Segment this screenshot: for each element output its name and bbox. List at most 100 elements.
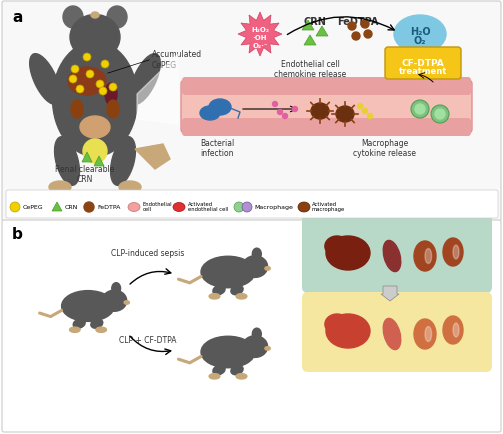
Circle shape xyxy=(83,140,107,164)
Ellipse shape xyxy=(298,203,310,213)
Circle shape xyxy=(71,66,79,74)
Circle shape xyxy=(84,203,94,213)
Ellipse shape xyxy=(326,237,370,270)
Ellipse shape xyxy=(49,181,71,194)
Ellipse shape xyxy=(253,329,261,340)
Circle shape xyxy=(278,110,283,115)
Text: CLP + CF-DTPA: CLP + CF-DTPA xyxy=(119,335,177,344)
FancyBboxPatch shape xyxy=(182,78,471,96)
FancyBboxPatch shape xyxy=(302,214,492,293)
Ellipse shape xyxy=(236,374,247,379)
Text: CePEG: CePEG xyxy=(23,205,44,210)
Ellipse shape xyxy=(242,256,268,278)
Circle shape xyxy=(96,81,104,89)
Text: Accumulated
CePEG: Accumulated CePEG xyxy=(152,50,202,69)
Polygon shape xyxy=(135,145,170,170)
Ellipse shape xyxy=(325,314,349,335)
Circle shape xyxy=(431,106,449,124)
Polygon shape xyxy=(137,55,178,125)
Ellipse shape xyxy=(61,291,114,322)
Circle shape xyxy=(363,109,368,114)
Ellipse shape xyxy=(112,283,121,294)
Circle shape xyxy=(101,61,109,69)
Ellipse shape xyxy=(231,365,243,375)
Polygon shape xyxy=(304,36,316,46)
Ellipse shape xyxy=(443,316,463,344)
Text: ·OH: ·OH xyxy=(253,35,267,41)
Ellipse shape xyxy=(425,249,432,264)
Circle shape xyxy=(69,76,77,84)
Ellipse shape xyxy=(213,365,225,375)
FancyBboxPatch shape xyxy=(302,293,492,372)
Polygon shape xyxy=(94,157,104,167)
Ellipse shape xyxy=(236,294,247,299)
Ellipse shape xyxy=(336,107,354,123)
Ellipse shape xyxy=(201,256,255,288)
Ellipse shape xyxy=(209,374,220,379)
Ellipse shape xyxy=(326,314,370,348)
Ellipse shape xyxy=(383,241,401,272)
Circle shape xyxy=(415,105,425,115)
Circle shape xyxy=(283,114,288,119)
Ellipse shape xyxy=(107,101,119,119)
Text: Mitigating inflammatory injury to organ tissues: Mitigating inflammatory injury to organ … xyxy=(314,364,479,370)
Text: CF-DTPA: CF-DTPA xyxy=(401,58,444,67)
Ellipse shape xyxy=(70,16,120,60)
Circle shape xyxy=(83,54,91,62)
Text: H₂O₂: H₂O₂ xyxy=(251,27,269,33)
Ellipse shape xyxy=(253,249,261,260)
Ellipse shape xyxy=(231,286,243,295)
Text: Macrophage: Macrophage xyxy=(254,205,293,210)
Text: a: a xyxy=(12,10,22,25)
Text: Activated
endothelial cell: Activated endothelial cell xyxy=(188,201,228,212)
Text: FeDTPA: FeDTPA xyxy=(338,17,379,27)
Polygon shape xyxy=(52,203,62,211)
Ellipse shape xyxy=(102,290,127,312)
Ellipse shape xyxy=(130,55,160,105)
Text: Renal clearable
CRN: Renal clearable CRN xyxy=(55,164,115,184)
Circle shape xyxy=(109,84,117,92)
Text: +CF-DTPA: +CF-DTPA xyxy=(411,286,450,295)
Ellipse shape xyxy=(128,203,140,212)
Ellipse shape xyxy=(453,246,459,260)
Polygon shape xyxy=(316,27,328,37)
Ellipse shape xyxy=(52,43,137,157)
Circle shape xyxy=(99,88,107,96)
Ellipse shape xyxy=(96,327,107,332)
Circle shape xyxy=(361,21,369,29)
Ellipse shape xyxy=(425,327,432,342)
Circle shape xyxy=(293,107,297,112)
Circle shape xyxy=(411,101,429,119)
Ellipse shape xyxy=(443,238,463,266)
Ellipse shape xyxy=(105,84,117,106)
Circle shape xyxy=(273,102,278,107)
Text: Activated
macrophage: Activated macrophage xyxy=(312,201,345,212)
Ellipse shape xyxy=(414,241,436,271)
FancyArrow shape xyxy=(381,286,399,301)
FancyBboxPatch shape xyxy=(385,48,461,80)
Circle shape xyxy=(348,23,356,31)
Ellipse shape xyxy=(414,319,436,349)
FancyBboxPatch shape xyxy=(2,2,501,221)
Text: Endothelial
cell: Endothelial cell xyxy=(143,201,173,212)
Circle shape xyxy=(76,86,84,94)
Circle shape xyxy=(242,203,252,213)
Ellipse shape xyxy=(73,319,85,329)
Circle shape xyxy=(358,104,363,109)
Ellipse shape xyxy=(394,16,446,54)
Ellipse shape xyxy=(173,203,185,212)
Ellipse shape xyxy=(63,7,83,29)
Text: Macrophage
cytokine release: Macrophage cytokine release xyxy=(354,139,416,158)
Ellipse shape xyxy=(71,101,83,119)
Ellipse shape xyxy=(124,301,129,305)
Text: CRN: CRN xyxy=(304,17,326,27)
Text: FeDTPA: FeDTPA xyxy=(97,205,120,210)
Circle shape xyxy=(368,114,373,119)
Ellipse shape xyxy=(54,138,79,186)
Text: b: b xyxy=(12,227,23,241)
FancyBboxPatch shape xyxy=(6,191,498,218)
Ellipse shape xyxy=(325,237,349,257)
Circle shape xyxy=(86,71,94,79)
Ellipse shape xyxy=(242,336,268,358)
Ellipse shape xyxy=(209,294,220,299)
